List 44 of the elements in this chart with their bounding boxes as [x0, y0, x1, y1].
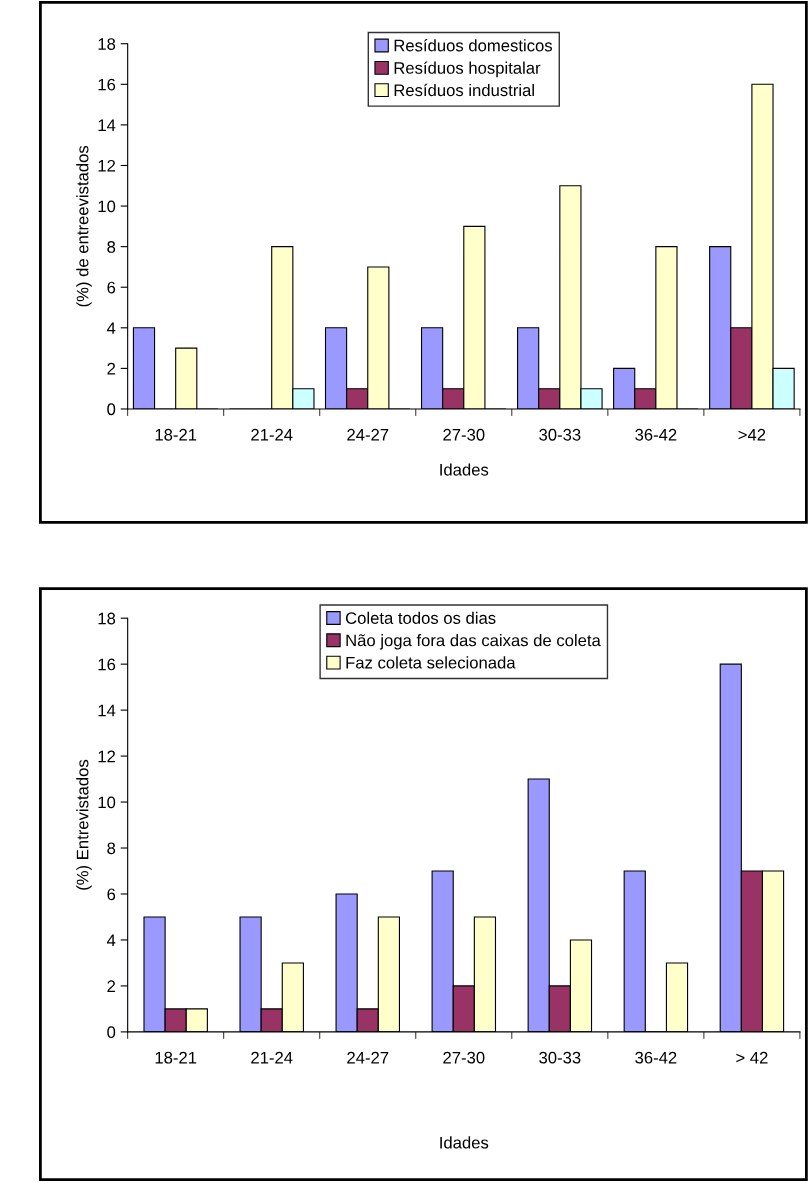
legend-label: Coleta todos os dias [345, 611, 496, 624]
legend-label: Resíduos industrial [394, 83, 534, 97]
y-tick-label: 0 [107, 403, 116, 416]
x-tick-label: 21-24 [251, 428, 293, 441]
legend-label: Faz coleta selecionada [346, 656, 516, 669]
x-tick-label: >42 [738, 428, 766, 441]
x-tick-label: 30-33 [539, 1051, 581, 1064]
y-axis-title: (%) Entrevistados [76, 759, 92, 890]
y-tick-label: 18 [98, 612, 116, 625]
y-tick-label: 16 [98, 658, 116, 671]
y-tick-label: 6 [107, 888, 116, 901]
y-tick-label: 6 [107, 281, 116, 294]
x-tick-label: 24-27 [347, 428, 389, 441]
legend-label: Não joga fora das caixas de coleta [346, 634, 601, 650]
x-axis-title: Idades [440, 463, 489, 476]
y-tick-label: 0 [107, 1026, 116, 1039]
y-tick-label: 10 [98, 200, 116, 213]
x-axis-title: Idades [440, 1136, 489, 1149]
y-tick-label: 14 [98, 704, 116, 717]
y-tick-label: 8 [107, 241, 116, 253]
legend-label: Resíduos hospitalar [394, 61, 541, 78]
x-tick-label: 18-21 [155, 428, 197, 441]
x-tick-label: 24-27 [347, 1051, 389, 1064]
y-tick-label: 12 [98, 159, 116, 172]
y-tick-label: 12 [98, 750, 116, 763]
x-tick-label: 30-33 [539, 428, 581, 441]
x-tick-label: 18-21 [155, 1051, 197, 1064]
legend-label: Resíduos domesticos [394, 39, 553, 52]
y-tick-label: 4 [106, 934, 116, 946]
x-tick-label: 27-30 [443, 1051, 485, 1064]
x-tick-label: > 42 [736, 1051, 768, 1064]
x-tick-label: 21-24 [251, 1051, 293, 1064]
y-tick-label: 2 [107, 362, 116, 375]
x-tick-label: 27-30 [443, 428, 485, 441]
y-tick-label: 10 [98, 796, 116, 809]
y-tick-label: 14 [98, 119, 116, 131]
y-tick-label: 4 [106, 322, 116, 334]
x-tick-label: 36-42 [635, 428, 677, 441]
y-tick-label: 16 [98, 78, 116, 91]
x-tick-label: 36-42 [635, 1051, 677, 1064]
y-tick-label: 18 [98, 38, 116, 50]
y-tick-label: 8 [107, 842, 116, 855]
y-tick-label: 2 [107, 980, 116, 992]
y-axis-title: (%) de entreevistados [76, 145, 92, 307]
